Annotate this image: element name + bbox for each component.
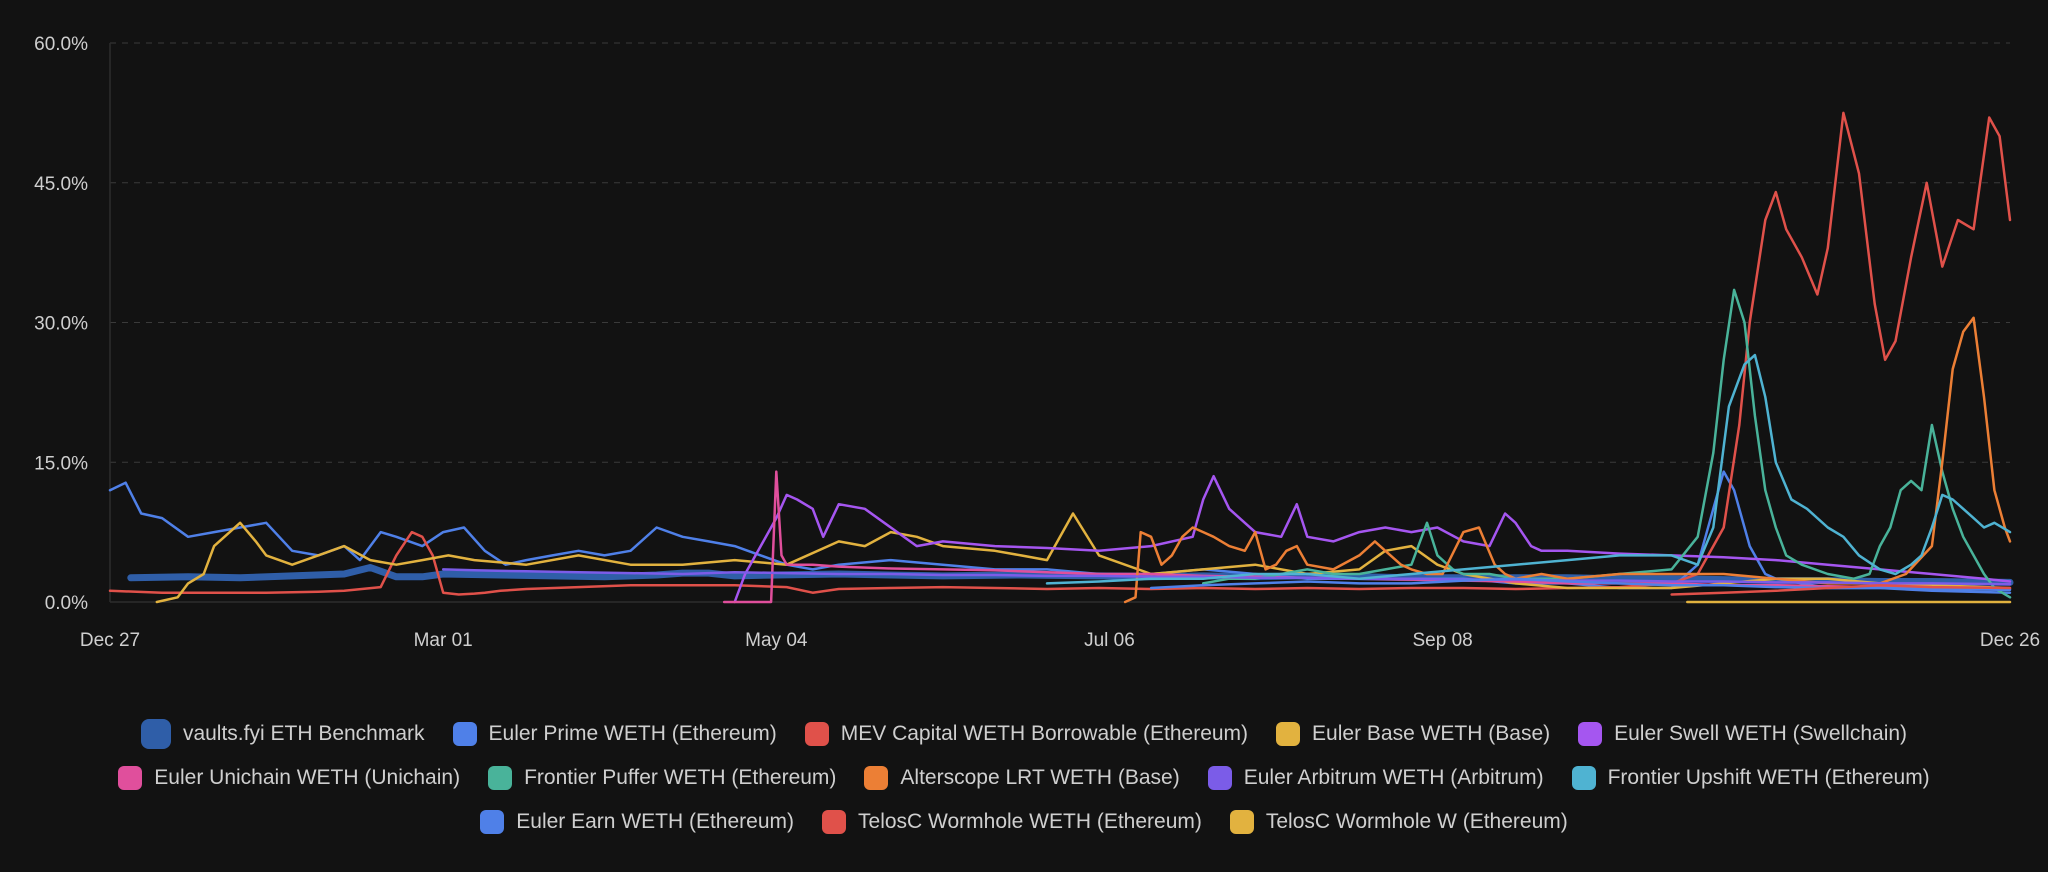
y-tick-label: 60.0% <box>34 34 88 55</box>
legend-item[interactable]: Frontier Puffer WETH (Ethereum) <box>488 766 836 790</box>
axis-layer: 0.0% 15.0% 30.0% 45.0% 60.0% Dec 27 Mar 01 May … <box>34 34 2040 651</box>
line-chart: 0.0% 15.0% 30.0% 45.0% 60.0% Dec 27 Mar 01 May … <box>34 34 2040 651</box>
legend-row: vaults.fyi ETH Benchmark Euler Prime WETH… <box>0 712 2048 756</box>
y-tick-label: 15.0% <box>34 453 88 474</box>
x-tick-label: Jul 06 <box>1084 630 1135 651</box>
legend-item[interactable]: Euler Prime WETH (Ethereum) <box>452 722 777 746</box>
x-tick-label: Mar 01 <box>414 630 473 651</box>
legend-swatch <box>804 722 829 746</box>
legend-item[interactable]: Euler Swell WETH (Swellchain) <box>1578 722 1907 746</box>
legend-swatch <box>1276 722 1301 746</box>
legend-swatch <box>822 810 847 834</box>
legend-label: Euler Base WETH (Base) <box>1312 722 1551 745</box>
legend-item[interactable]: Euler Arbitrum WETH (Arbitrum) <box>1207 766 1544 790</box>
legend-label: Frontier Puffer WETH (Ethereum) <box>524 766 837 789</box>
legend-swatch <box>864 766 889 790</box>
legend-item[interactable]: vaults.fyi ETH Benchmark <box>140 719 425 749</box>
series-line-4[interactable] <box>733 474 2012 604</box>
x-tick-label: Dec 26 <box>1980 630 2040 651</box>
series-line-7[interactable] <box>1123 316 2012 604</box>
series-line-11[interactable] <box>1670 583 2012 596</box>
legend-swatch <box>1578 722 1603 746</box>
legend-item[interactable]: Euler Unichain WETH (Unichain) <box>118 766 460 790</box>
legend-item[interactable]: TelosC Wormhole W (Ethereum) <box>1229 810 1568 834</box>
series-layer <box>108 111 2014 604</box>
x-tick-label: Sep 08 <box>1412 630 1472 651</box>
legend-swatch <box>1229 810 1254 834</box>
legend-swatch <box>1571 766 1596 790</box>
x-tick-label: May 04 <box>745 630 808 651</box>
y-tick-label: 0.0% <box>45 593 88 614</box>
chart-canvas: 0.0% 15.0% 30.0% 45.0% 60.0% Dec 27 Mar 01 May … <box>34 34 2040 651</box>
legend-swatch <box>1207 766 1232 790</box>
legend-row: Euler Unichain WETH (Unichain) Frontier P… <box>0 756 2048 800</box>
legend-swatch <box>488 766 513 790</box>
legend-item[interactable]: Alterscope LRT WETH (Base) <box>864 766 1180 790</box>
legend-label: Euler Swell WETH (Swellchain) <box>1614 722 1908 745</box>
legend-label: Euler Arbitrum WETH (Arbitrum) <box>1243 766 1544 789</box>
series-line-8[interactable] <box>441 568 2012 586</box>
legend-label: Euler Earn WETH (Ethereum) <box>516 810 795 833</box>
y-tick-label: 30.0% <box>34 314 88 335</box>
legend-swatch <box>480 810 505 834</box>
y-tick-label: 45.0% <box>34 174 88 195</box>
legend-item[interactable]: Frontier Upshift WETH (Ethereum) <box>1571 766 1930 790</box>
series-line-9[interactable] <box>1045 353 2012 585</box>
legend-label: Euler Prime WETH (Ethereum) <box>488 722 777 745</box>
legend-item[interactable]: TelosC Wormhole WETH (Ethereum) <box>822 810 1202 834</box>
legend-label: Frontier Upshift WETH (Ethereum) <box>1607 766 1930 789</box>
legend-label: Euler Unichain WETH (Unichain) <box>154 766 461 789</box>
legend-label: MEV Capital WETH Borrowable (Ethereum) <box>840 722 1249 745</box>
legend-item[interactable]: MEV Capital WETH Borrowable (Ethereum) <box>804 722 1249 746</box>
legend-row: Euler Earn WETH (Ethereum) TelosC Wormhol… <box>0 800 2048 844</box>
legend-swatch <box>452 722 477 746</box>
legend-label: TelosC Wormhole WETH (Ethereum) <box>858 810 1202 833</box>
legend-swatch <box>118 766 143 790</box>
legend-item[interactable]: Euler Earn WETH (Ethereum) <box>480 810 794 834</box>
legend-label: vaults.fyi ETH Benchmark <box>182 722 425 745</box>
legend-label: TelosC Wormhole W (Ethereum) <box>1265 810 1568 833</box>
series-line-3[interactable] <box>155 512 2012 604</box>
legend-label: Alterscope LRT WETH (Base) <box>900 766 1180 789</box>
series-line-2[interactable] <box>108 111 2012 596</box>
series-line-6[interactable] <box>1201 288 2012 599</box>
legend-item[interactable]: Euler Base WETH (Base) <box>1276 722 1550 746</box>
chart-legend: vaults.fyi ETH Benchmark Euler Prime WETH… <box>0 712 2048 844</box>
x-tick-label: Dec 27 <box>80 630 140 651</box>
legend-swatch <box>140 719 171 749</box>
